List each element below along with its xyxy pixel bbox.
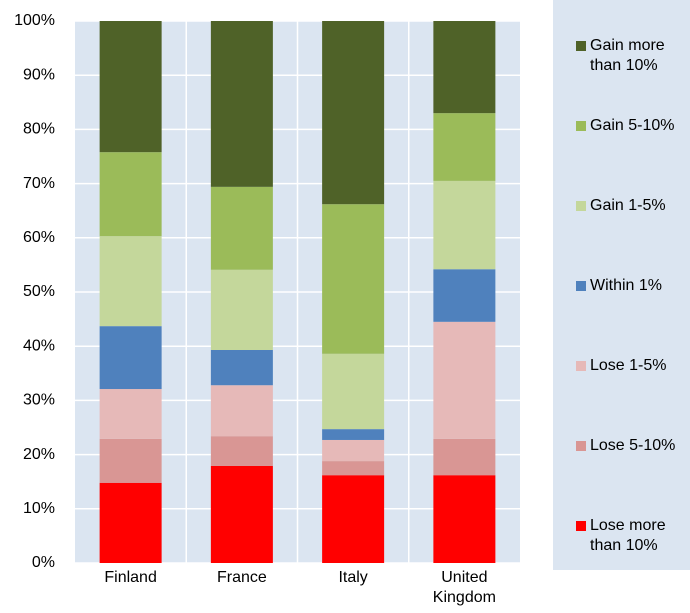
bar-segment	[322, 439, 385, 462]
bar-segment	[99, 152, 162, 237]
legend-label: Lose 5-10%	[590, 437, 676, 454]
bar-segment	[99, 438, 162, 483]
legend-label: Lose more than 10%	[590, 517, 666, 554]
bar-segment	[210, 385, 273, 437]
x-tick-label: France	[216, 569, 267, 586]
y-tick-label: 50%	[23, 283, 55, 300]
bar-segment	[433, 180, 496, 270]
legend-label: Gain 5-10%	[590, 117, 675, 134]
x-tick-label: United Kingdom	[432, 569, 496, 606]
bar-segment	[210, 465, 273, 563]
legend-swatch	[576, 121, 586, 131]
legend-swatch	[576, 441, 586, 451]
y-tick-label: 70%	[23, 175, 55, 192]
x-tick-label: Finland	[104, 569, 157, 586]
y-tick-label: 90%	[23, 66, 55, 83]
y-tick-label: 40%	[23, 337, 55, 354]
bar-segment	[433, 475, 496, 563]
bar-segment	[433, 321, 496, 439]
bar-segment	[210, 21, 273, 187]
bar-segment	[210, 349, 273, 386]
bar-segment	[210, 186, 273, 270]
legend-swatch	[576, 281, 586, 291]
legend-label: Within 1%	[590, 277, 663, 294]
bar-segment	[99, 21, 162, 153]
bar-segment	[433, 21, 496, 114]
y-tick-label: 10%	[23, 500, 55, 517]
bar-segment	[322, 429, 385, 440]
bar-segment	[99, 236, 162, 327]
y-tick-label: 60%	[23, 229, 55, 246]
bar-segment	[322, 21, 385, 205]
y-tick-label: 0%	[32, 554, 55, 571]
bar-segment	[99, 389, 162, 439]
bar-segment	[210, 269, 273, 350]
legend-swatch	[576, 201, 586, 211]
bar-segment	[322, 353, 385, 430]
legend-label: Gain 1-5%	[590, 197, 666, 214]
legend-swatch	[576, 521, 586, 531]
bar-segment	[322, 204, 385, 354]
bar-segment	[433, 113, 496, 181]
legend-swatch	[576, 41, 586, 51]
bar-segment	[99, 482, 162, 563]
y-tick-label: 80%	[23, 121, 55, 138]
bar-segment	[210, 436, 273, 466]
y-tick-label: 100%	[14, 12, 55, 29]
bar-segment	[433, 438, 496, 476]
bar-segment	[99, 326, 162, 390]
legend-label: Gain more than 10%	[590, 37, 665, 74]
bar-segment	[322, 475, 385, 563]
legend-label: Lose 1-5%	[590, 357, 667, 374]
bar-segment	[433, 269, 496, 322]
y-tick-label: 20%	[23, 446, 55, 463]
legend-background	[553, 0, 690, 570]
legend-swatch	[576, 361, 586, 371]
bar-segment	[322, 461, 385, 476]
y-tick-label: 30%	[23, 392, 55, 409]
x-tick-label: Italy	[338, 569, 368, 586]
